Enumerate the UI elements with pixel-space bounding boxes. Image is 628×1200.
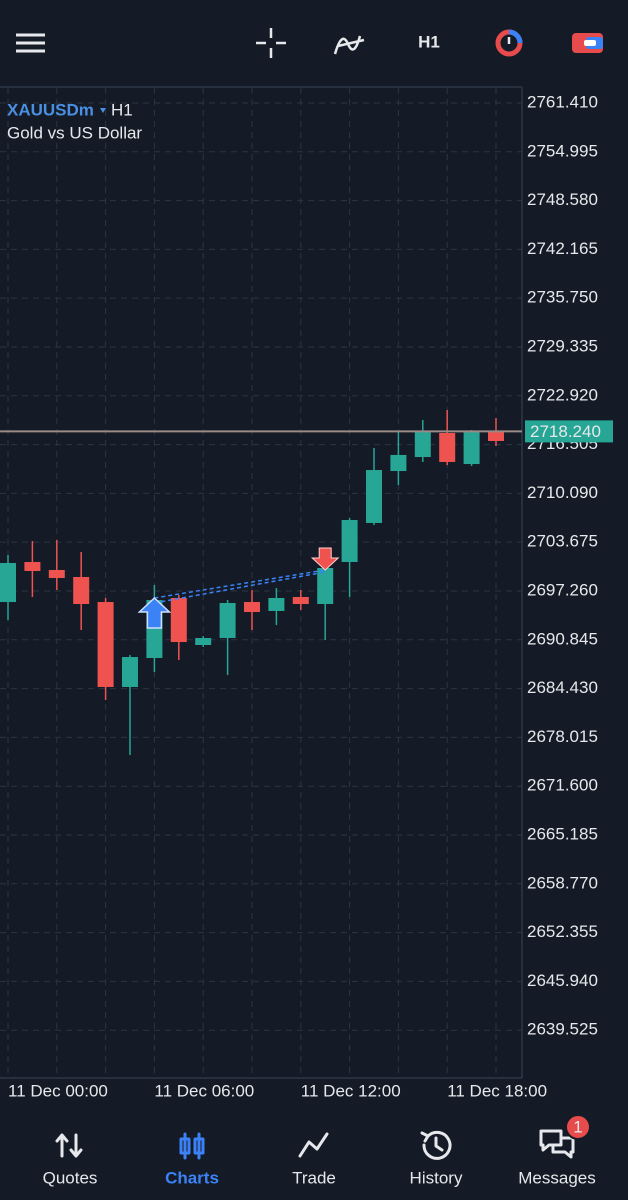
y-tick-label: 2742.165 [527, 239, 598, 258]
y-tick-label: 2690.845 [527, 629, 598, 648]
plot [0, 410, 522, 755]
nav-label: Quotes [43, 1168, 98, 1187]
candle-body [268, 597, 285, 611]
current-price-box [525, 420, 613, 443]
icon-part [508, 29, 523, 44]
y-tick-label: 2761.410 [527, 92, 598, 111]
trade-button[interactable] [572, 33, 603, 53]
nav-icon [539, 1129, 575, 1159]
y-tick-label: 2748.580 [527, 190, 598, 209]
candle-body [122, 657, 138, 687]
grid [0, 88, 522, 1078]
candle-body [439, 432, 456, 462]
sell-arrow [310, 547, 340, 571]
nav-icon [55, 1133, 83, 1158]
candle-body [463, 431, 480, 465]
y-tick-label: 2665.185 [527, 824, 598, 843]
y-tick-label: 2710.090 [527, 483, 598, 502]
nav-icon [420, 1130, 452, 1160]
nav-label: Trade [292, 1168, 336, 1187]
symbol-description: Gold vs US Dollar [7, 123, 142, 142]
candle-body [24, 562, 41, 571]
y-tick-label: 2684.430 [527, 678, 598, 697]
nav-item[interactable]: Charts [165, 1132, 219, 1187]
nav-icon [179, 1132, 205, 1160]
y-tick-label: 2645.940 [527, 971, 598, 990]
y-tick-label: 2652.355 [527, 922, 598, 941]
nav-label: Charts [165, 1168, 219, 1187]
menu-button[interactable] [16, 33, 45, 53]
y-tick-label: 2722.920 [527, 385, 598, 404]
badge [565, 1114, 591, 1140]
candle-body [97, 602, 114, 687]
symbol-name[interactable]: XAUUSDm [7, 100, 94, 119]
crosshair-button[interactable] [256, 28, 286, 58]
nav-icon [298, 1132, 329, 1158]
candle-body [244, 602, 260, 612]
indicators-button[interactable] [333, 35, 365, 55]
candle-body [219, 603, 236, 638]
y-tick-label: 2658.770 [527, 873, 598, 892]
chart-timeframe: H1 [111, 100, 133, 119]
candle-body [390, 454, 407, 472]
y-tick-label: 2729.335 [527, 336, 598, 355]
current-price-label: 2718.240 [530, 422, 601, 441]
candle-body [48, 569, 65, 578]
candle-body [341, 520, 358, 563]
candle-body [366, 470, 382, 523]
nav-item[interactable]: Trade [292, 1132, 336, 1187]
one-click-trading-button[interactable] [495, 29, 523, 57]
y-tick-label: 2671.600 [527, 776, 598, 795]
candle-body [292, 596, 309, 604]
x-tick-label: 11 Dec 18:00 [447, 1081, 547, 1100]
y-tick-label: 2703.675 [527, 532, 598, 551]
nav-label: Messages [518, 1168, 595, 1187]
y-tick-label: 2697.260 [527, 580, 598, 599]
trade-link [154, 569, 326, 599]
candle-body [170, 597, 187, 643]
nav-item[interactable]: Quotes [43, 1133, 98, 1187]
nav-item[interactable]: History [410, 1130, 463, 1187]
buy-arrow [137, 596, 172, 629]
y-tick-label: 2639.525 [527, 1020, 598, 1039]
nav-label: History [410, 1168, 463, 1187]
icon-part [584, 40, 596, 46]
timeframe-button[interactable]: H1 [418, 32, 440, 51]
y-tick-label: 2735.750 [527, 288, 598, 307]
candle-body [488, 431, 504, 441]
symbol-dropdown[interactable] [100, 108, 106, 113]
x-tick-label: 11 Dec 00:00 [8, 1081, 108, 1100]
badge-count: 1 [573, 1117, 582, 1136]
trade-link [154, 571, 326, 604]
candle-body [73, 576, 90, 604]
x-tick-label: 11 Dec 06:00 [154, 1081, 254, 1100]
y-tick-label: 2678.015 [527, 727, 598, 746]
candle-body [195, 638, 212, 645]
y-tick-label: 2754.995 [527, 141, 598, 160]
bottom-nav: Quotes Charts Trade History Messages 1 [43, 1114, 596, 1187]
nav-item[interactable]: Messages 1 [518, 1114, 596, 1187]
candle-body [414, 431, 431, 458]
x-tick-label: 11 Dec 12:00 [301, 1081, 401, 1100]
candle-body [317, 568, 334, 604]
candle-body [0, 562, 16, 603]
